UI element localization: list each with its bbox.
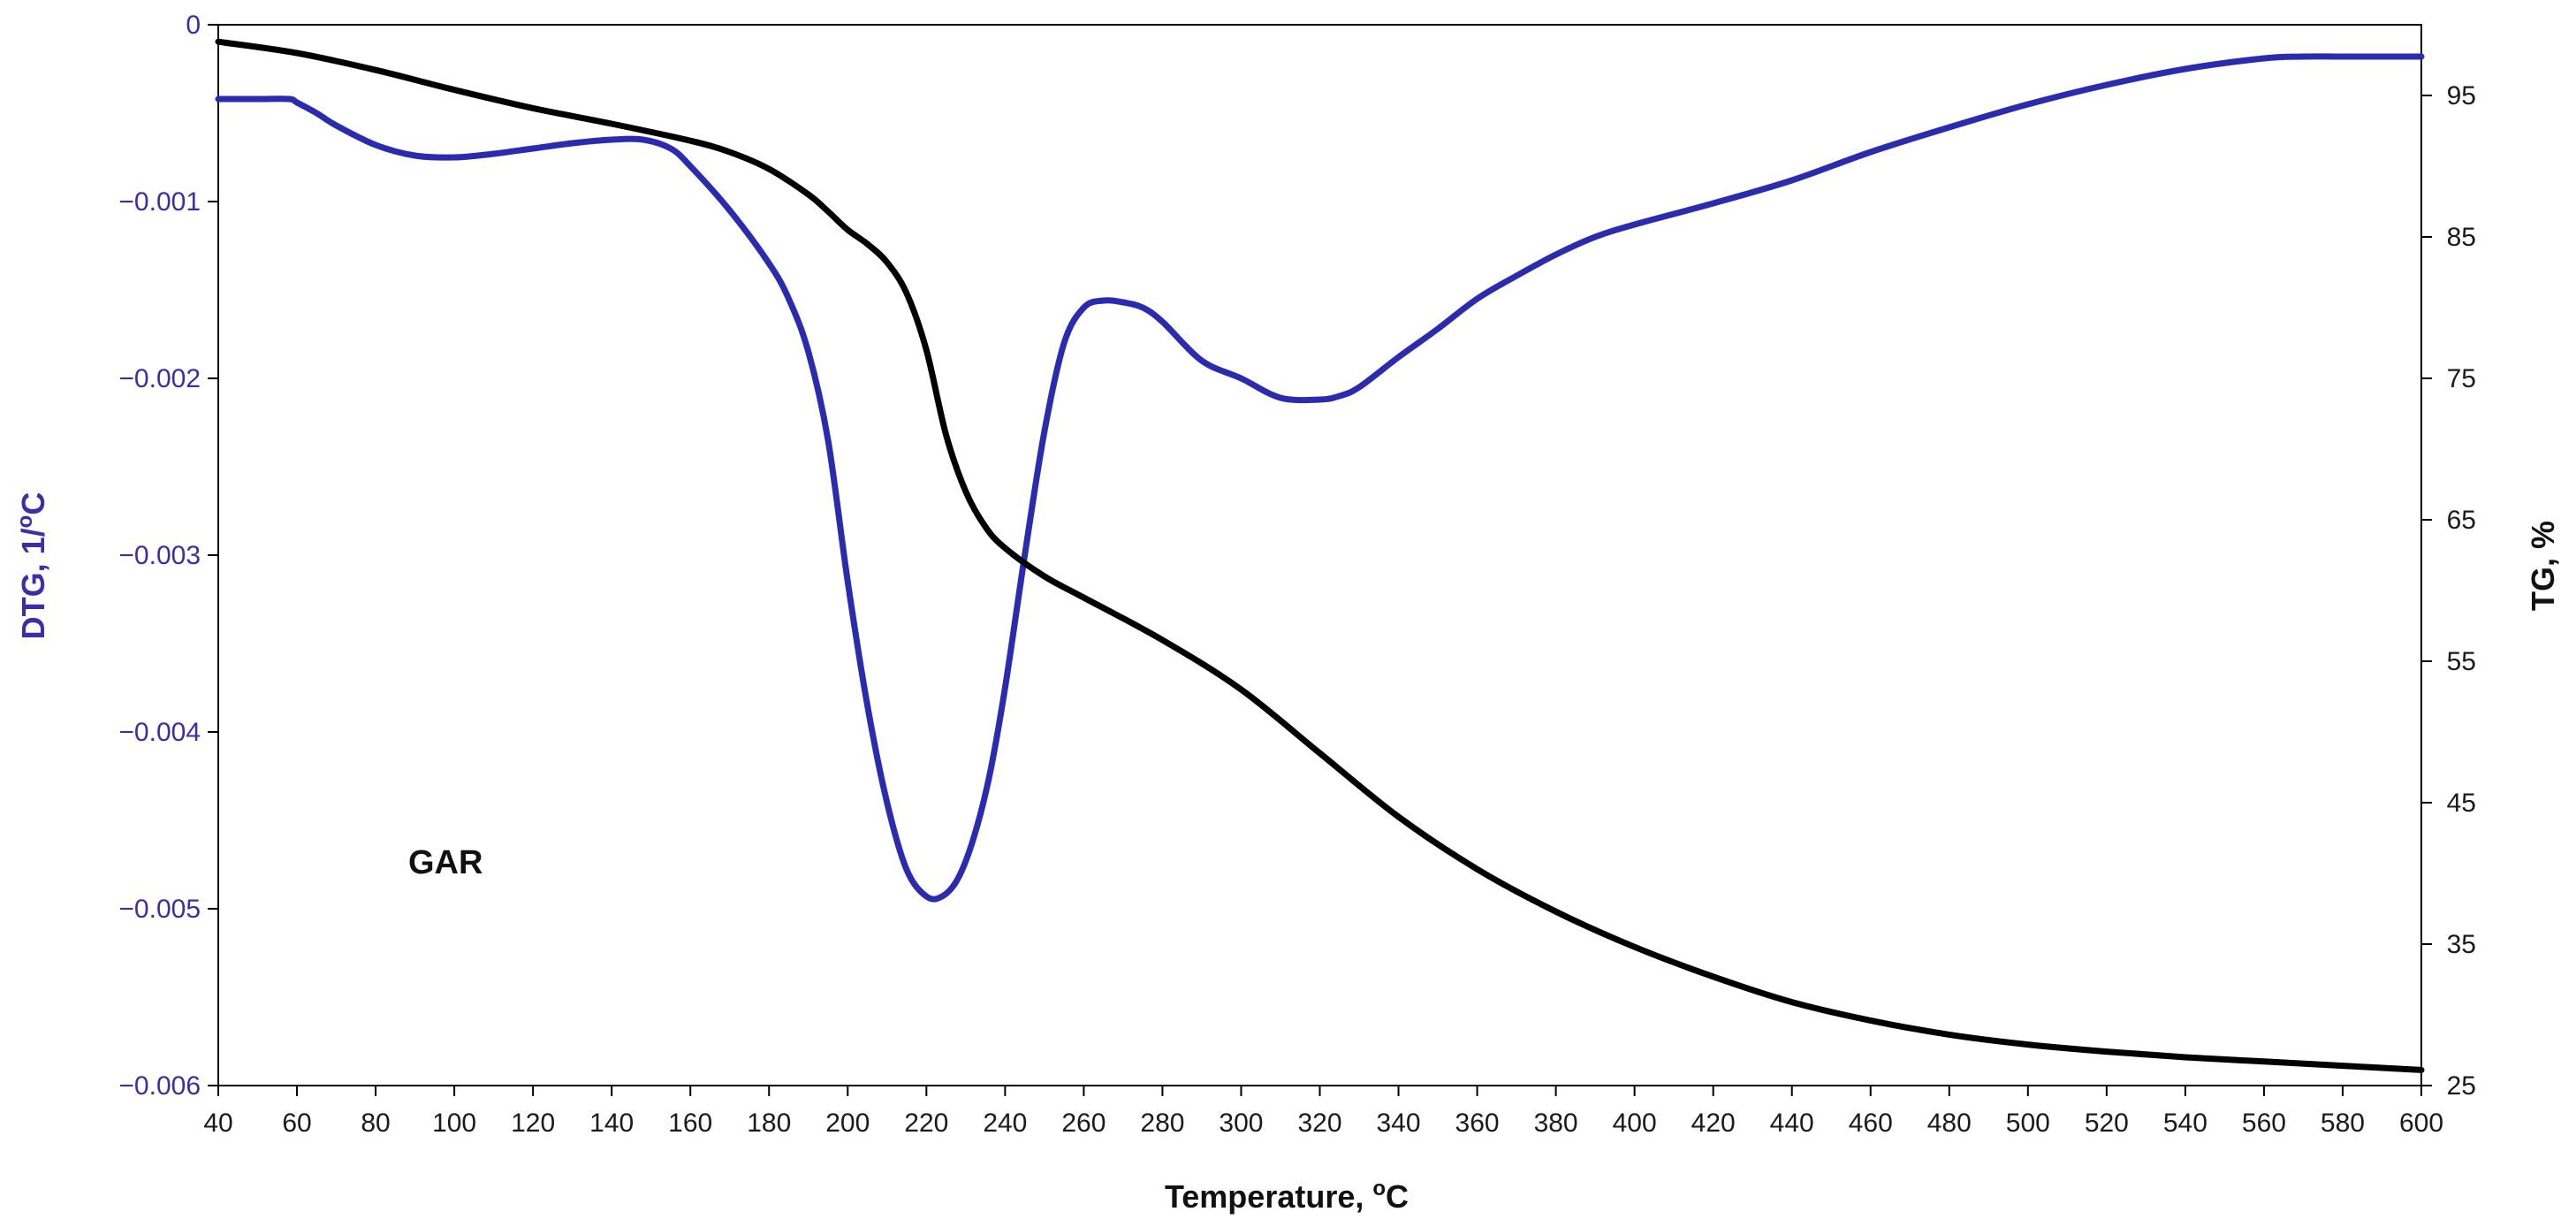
right-tick-label: 55	[2447, 647, 2476, 676]
x-tick-label: 360	[1455, 1109, 1500, 1138]
x-tick-label: 260	[1061, 1109, 1106, 1138]
x-tick-label: 180	[747, 1109, 791, 1138]
x-axis-title: Temperature, oC	[1165, 1177, 1409, 1215]
x-tick-label: 540	[2163, 1109, 2207, 1138]
x-tick-label: 280	[1140, 1109, 1184, 1138]
x-tick-label: 40	[203, 1109, 232, 1138]
x-tick-label: 580	[2321, 1109, 2365, 1138]
left-axis-ticks: 0 −0.001 −0.002 −0.003 −0.004 −0.005 −0.006	[118, 11, 218, 1101]
right-axis-title: TG, %	[2525, 521, 2561, 611]
x-tick-label: 220	[904, 1109, 948, 1138]
tg-series-line	[215, 38, 2425, 1073]
x-tick-label: 560	[2242, 1109, 2286, 1138]
left-axis-title: DTG, 1/oC	[13, 492, 51, 640]
x-tick-label: 140	[589, 1109, 634, 1138]
right-tick-label: 35	[2447, 930, 2476, 959]
x-axis-ticks: 40 60 80 100 120 140 160 180 200 220 240 260 280 300 3…	[203, 1086, 2443, 1138]
right-tick-label: 45	[2447, 789, 2476, 818]
right-tick-label: 85	[2447, 223, 2476, 252]
left-tick-label: −0.002	[118, 364, 201, 393]
left-axis-title-unit: C	[15, 492, 51, 515]
sample-annotation: GAR	[408, 844, 483, 881]
left-axis-title-text: DTG, 1/	[15, 528, 51, 639]
left-tick-label: −0.001	[118, 187, 201, 217]
right-tick-label: 65	[2447, 506, 2476, 535]
x-tick-label: 120	[511, 1109, 555, 1138]
x-tick-label: 80	[361, 1109, 390, 1138]
x-axis-title-degree: o	[1372, 1177, 1386, 1200]
x-tick-label: 320	[1297, 1109, 1341, 1138]
left-axis-title-degree: o	[13, 515, 37, 529]
right-axis-ticks: 95 85 75 65 55 45 35 25	[2421, 81, 2476, 1101]
left-tick-label: −0.006	[118, 1071, 201, 1101]
x-tick-label: 380	[1534, 1109, 1578, 1138]
x-tick-label: 520	[2085, 1109, 2129, 1138]
x-tick-label: 60	[282, 1109, 311, 1138]
right-tick-label: 25	[2447, 1071, 2476, 1101]
x-tick-label: 440	[1770, 1109, 1814, 1138]
x-tick-label: 600	[2399, 1109, 2443, 1138]
x-tick-label: 300	[1219, 1109, 1263, 1138]
x-tick-label: 160	[668, 1109, 712, 1138]
x-tick-label: 240	[983, 1109, 1027, 1138]
x-tick-label: 500	[2006, 1109, 2050, 1138]
left-tick-label: −0.004	[118, 718, 201, 747]
x-tick-label: 100	[432, 1109, 476, 1138]
left-tick-label: −0.003	[118, 541, 201, 570]
x-axis-title-unit: C	[1386, 1178, 1409, 1215]
right-tick-label: 75	[2447, 364, 2476, 393]
left-tick-label: −0.005	[118, 895, 201, 924]
x-tick-label: 200	[825, 1109, 870, 1138]
x-tick-label: 460	[1849, 1109, 1893, 1138]
x-tick-label: 340	[1377, 1109, 1421, 1138]
left-tick-label: 0	[186, 11, 201, 40]
x-axis-title-text: Temperature,	[1165, 1178, 1372, 1215]
series-layer	[215, 38, 2425, 1073]
x-tick-label: 480	[1927, 1109, 1972, 1138]
x-tick-label: 400	[1613, 1109, 1657, 1138]
x-tick-label: 420	[1691, 1109, 1736, 1138]
right-tick-label: 95	[2447, 81, 2476, 111]
right-axis-title-text: TG, %	[2525, 521, 2561, 611]
